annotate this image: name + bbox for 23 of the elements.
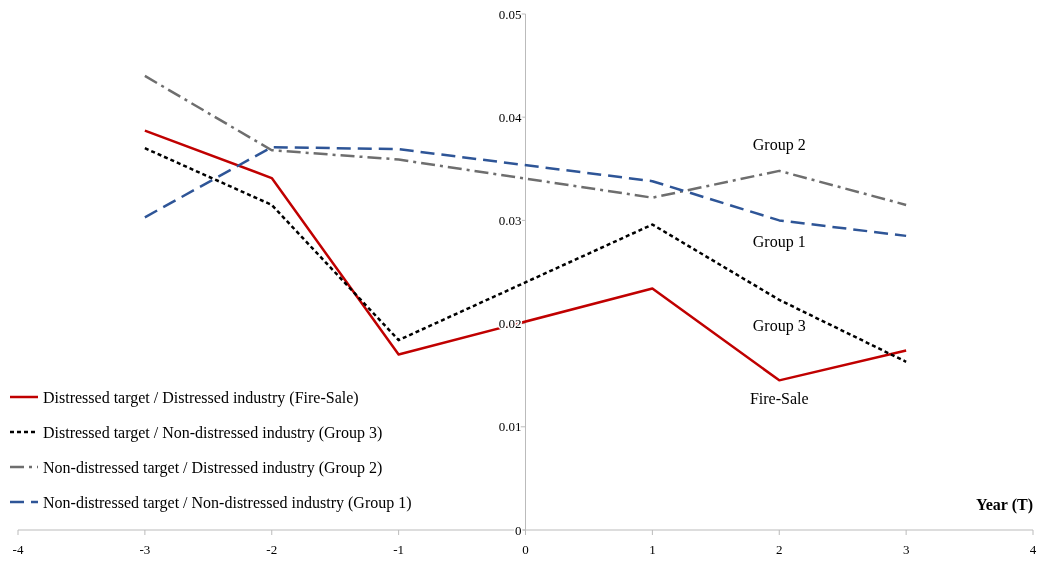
legend-label: Distressed target / Distressed industry (Fire-Sale)	[43, 388, 359, 407]
x-tick-label: 3	[902, 542, 910, 557]
y-tick-label: 0.05	[498, 6, 522, 22]
x-axis-title: Year (T)	[975, 496, 1033, 514]
annotation: Group 2	[752, 135, 806, 154]
legend-label: Non-distressed target / Non-distressed industry (Group 1)	[43, 493, 412, 512]
x-tick-label: -3	[139, 542, 151, 557]
legend-label: Non-distressed target / Distressed industry (Group 2)	[43, 458, 383, 477]
x-tick-label: -4	[12, 542, 24, 557]
y-tick-label: 0	[515, 522, 522, 538]
x-tick-label: 1	[649, 542, 656, 557]
x-tick-label: 2	[776, 542, 783, 557]
y-tick-label: 0.04	[498, 109, 522, 125]
x-tick-label: 4	[1029, 542, 1037, 557]
annotation: Group 1	[752, 232, 806, 251]
annotation: Group 3	[752, 316, 806, 335]
x-tick-label: -2	[266, 542, 278, 557]
line-series	[143, 74, 908, 207]
x-tick-label: -1	[393, 542, 405, 557]
legend-label: Distressed target / Non-distressed industry (Group 3)	[43, 423, 383, 442]
y-tick-label: 0.01	[498, 419, 522, 435]
annotation: Fire-Sale	[749, 389, 809, 407]
y-tick-label: 0.03	[498, 212, 522, 228]
